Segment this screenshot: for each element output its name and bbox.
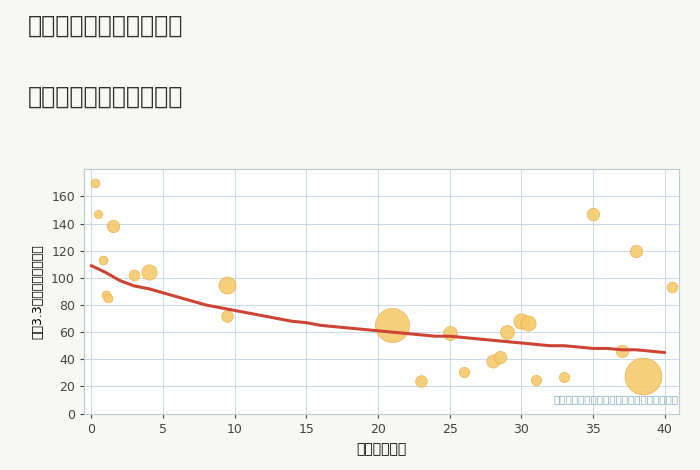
Point [523, 319, 534, 326]
Point [143, 269, 154, 276]
Point [501, 329, 512, 336]
Point [559, 373, 570, 381]
Point [444, 330, 455, 337]
Point [487, 357, 498, 364]
Point [458, 368, 470, 375]
Point [516, 318, 527, 325]
Point [631, 247, 642, 254]
Point [415, 377, 426, 385]
Point [107, 222, 118, 230]
Point [103, 294, 114, 302]
X-axis label: 築年数（年）: 築年数（年） [356, 443, 407, 456]
Point [638, 372, 649, 379]
Point [587, 210, 598, 218]
Y-axis label: 坪（3.3㎡）単価（万円）: 坪（3.3㎡）単価（万円） [32, 244, 44, 339]
Point [666, 283, 678, 291]
Point [386, 321, 398, 329]
Point [97, 257, 108, 264]
Point [494, 353, 505, 360]
Text: 円の大きさは、取引のあった物件面積を示す: 円の大きさは、取引のあった物件面積を示す [554, 394, 679, 404]
Point [129, 271, 140, 279]
Point [222, 281, 233, 289]
Point [92, 210, 104, 218]
Point [530, 376, 541, 384]
Point [100, 292, 111, 299]
Point [616, 347, 627, 355]
Point [90, 179, 101, 187]
Text: 奈良県奈良市尼辻中町の: 奈良県奈良市尼辻中町の [28, 14, 183, 38]
Point [222, 312, 233, 320]
Text: 築年数別中古戸建て価格: 築年数別中古戸建て価格 [28, 85, 183, 109]
